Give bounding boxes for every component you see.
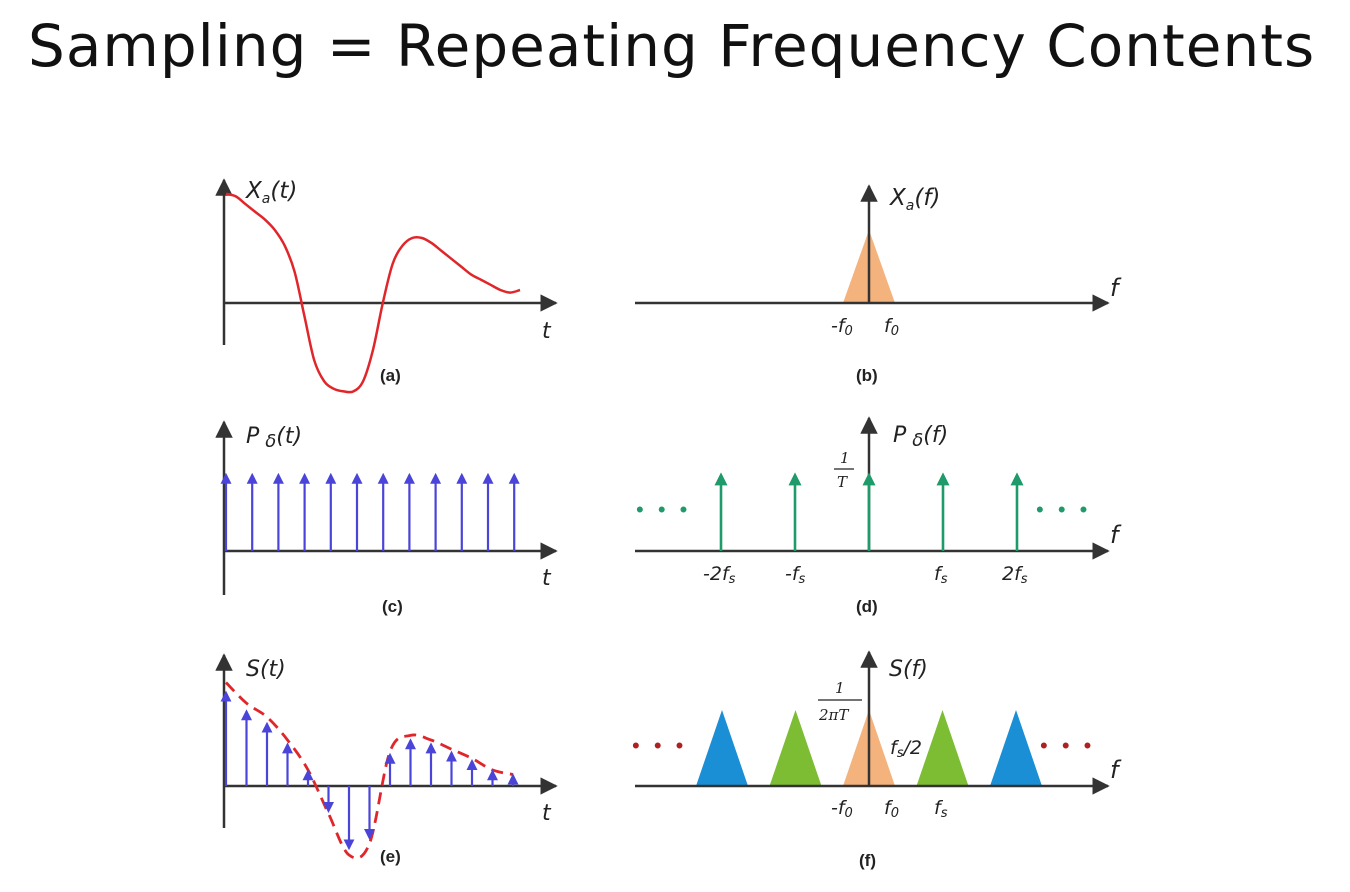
panel-e: S(t) t (e) [215, 653, 558, 866]
panel-e-y-label: S(t) [246, 657, 286, 682]
panel-f-tick-f0: f0 [884, 797, 899, 821]
replica-triangle-1 [769, 710, 822, 786]
panel-d-caption: (d) [856, 597, 878, 616]
replica-triangle-4 [990, 710, 1042, 786]
panel-d-height-numerator: 1 [840, 449, 850, 467]
panel-d-x-label: f [1110, 521, 1122, 549]
panel-f-ellipsis-right: • • • [1040, 733, 1095, 758]
panel-b-tick-f0: f0 [884, 315, 899, 339]
panel-d-tick-fs: fs [934, 563, 948, 587]
replica-triangle-0 [696, 710, 748, 786]
panel-b-x-label: f [1110, 274, 1122, 302]
panel-a-signal-curve [225, 192, 521, 394]
slide-title: Sampling = Repeating Frequency Contents [28, 12, 1316, 80]
panel-d-ellipsis-right: • • • [1036, 497, 1091, 522]
panel-d-impulse-train [714, 472, 1024, 551]
panel-d-tick-2fs: 2fs [1002, 563, 1028, 587]
panel-b-tick-neg-f0: -f0 [831, 315, 853, 339]
replica-triangle-3 [916, 710, 969, 786]
panel-d-ellipsis-left: • • • [636, 497, 691, 522]
panel-c-x-label: t [542, 566, 552, 591]
panel-e-sample-impulses [220, 690, 519, 851]
panel-a: Xa(t) t (a) [215, 178, 558, 394]
panel-f-tick-fs: fs [934, 797, 948, 821]
panel-f-ellipsis-left: • • • [632, 733, 687, 758]
panel-a-caption: (a) [380, 366, 401, 385]
panel-c-caption: (c) [382, 597, 403, 616]
panel-a-y-label: Xa(t) [245, 178, 297, 207]
panel-f: • • • • • • S(f) 1 2πT fs/2 f -f0 f0 fs … [632, 650, 1122, 870]
panel-b-caption: (b) [856, 366, 878, 385]
panel-e-x-label: t [542, 801, 552, 826]
panel-a-x-label: t [542, 319, 552, 344]
panel-f-half-fs-label: fs/2 [890, 737, 922, 761]
panel-b-y-label: Xa(f) [889, 185, 940, 214]
panel-c-impulse-train [220, 472, 520, 551]
panel-b: Xa(f) f -f0 f0 (b) [635, 184, 1122, 385]
panel-d-tick-neg-fs: -fs [785, 563, 806, 587]
panel-f-height-numerator: 1 [835, 679, 845, 697]
panel-d-height-denominator: T [837, 473, 848, 491]
panel-f-height-denominator: 2πT [818, 706, 849, 724]
panel-f-y-label: S(f) [889, 657, 928, 682]
panel-e-caption: (e) [380, 847, 401, 866]
panel-d-tick-neg-2fs: -2fs [703, 563, 736, 587]
panel-f-spectral-replicas [696, 710, 1042, 786]
panel-f-caption: (f) [859, 851, 876, 870]
panel-f-tick-neg-f0: -f0 [831, 797, 853, 821]
panel-e-dashed-envelope [225, 681, 514, 860]
panel-f-x-label: f [1110, 756, 1122, 784]
